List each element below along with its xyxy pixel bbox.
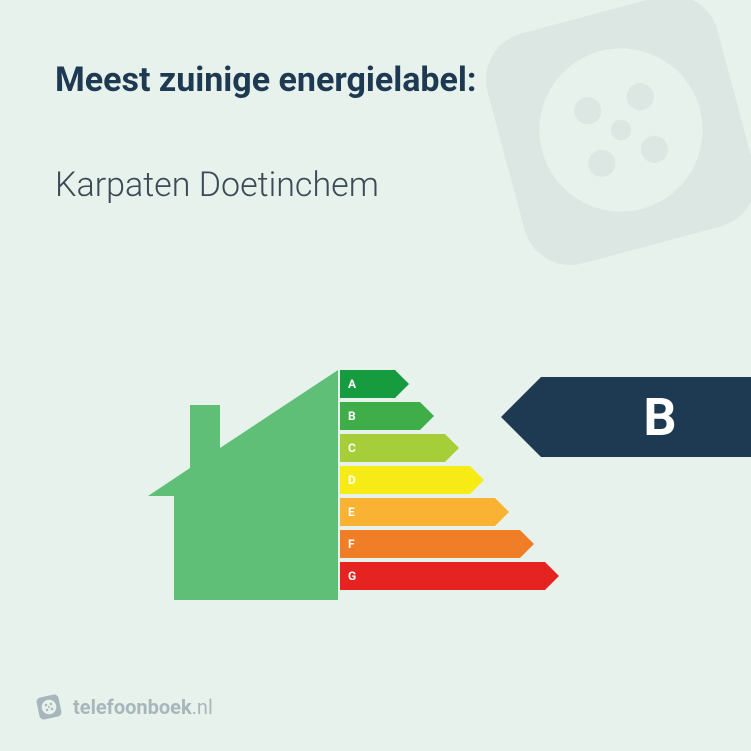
energy-bar: A xyxy=(340,370,395,398)
energy-bar-label: E xyxy=(348,505,355,519)
chevron-right-icon xyxy=(470,466,484,494)
energy-bar-row: G xyxy=(340,562,585,590)
energy-bar-label: D xyxy=(348,473,356,487)
selected-rating-badge: B xyxy=(541,377,751,457)
selected-rating-value: B xyxy=(643,387,676,448)
energy-bar: G xyxy=(340,562,545,590)
energy-bar-row: F xyxy=(340,530,585,558)
chevron-right-icon xyxy=(395,370,409,398)
chevron-right-icon xyxy=(520,530,534,558)
energy-bar-row: E xyxy=(340,498,585,526)
chevron-right-icon xyxy=(445,434,459,462)
page-subtitle: Karpaten Doetinchem xyxy=(55,165,379,205)
energy-bar-label: F xyxy=(348,537,355,551)
energy-bar-label: C xyxy=(348,441,356,455)
brand-name-bold: telefoonboek xyxy=(73,695,192,719)
energy-bar-label: B xyxy=(348,409,356,423)
watermark-icon xyxy=(451,0,751,300)
brand-name-light: .nl xyxy=(192,695,213,719)
energy-bar: C xyxy=(340,434,445,462)
energy-bar-row: D xyxy=(340,466,585,494)
chevron-right-icon xyxy=(495,498,509,526)
energy-bar: B xyxy=(340,402,420,430)
energy-bar-label: G xyxy=(348,569,356,583)
footer-text: telefoonboek.nl xyxy=(73,695,213,719)
page-title: Meest zuinige energielabel: xyxy=(55,60,477,100)
chevron-right-icon xyxy=(545,562,559,590)
footer-brand: telefoonboek.nl xyxy=(35,693,213,721)
energy-bar: D xyxy=(340,466,470,494)
energy-bar: E xyxy=(340,498,495,526)
chevron-right-icon xyxy=(420,402,434,430)
energy-bar: F xyxy=(340,530,520,558)
energy-bar-label: A xyxy=(348,377,356,391)
brand-icon xyxy=(32,690,65,723)
